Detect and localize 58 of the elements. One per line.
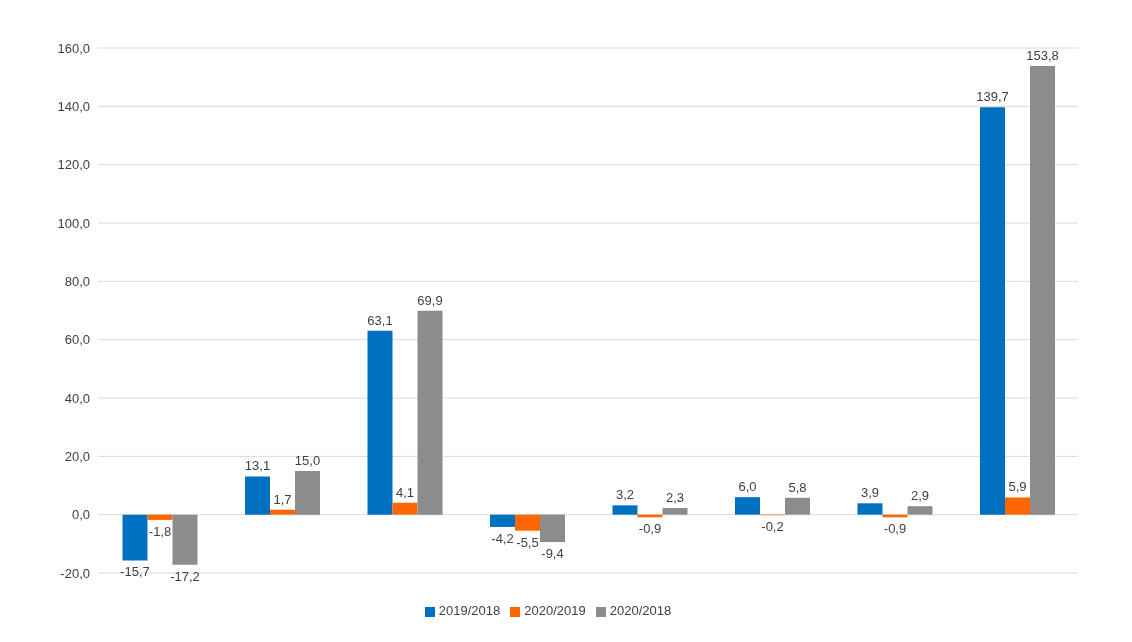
y-tick-label: -20,0 (60, 565, 90, 581)
data-label: 15,0 (294, 452, 321, 468)
bar (1005, 497, 1030, 515)
bar (785, 497, 810, 515)
y-tick-label: 100,0 (57, 215, 90, 231)
bar (245, 476, 270, 515)
bar (270, 509, 295, 515)
data-label: 4,1 (395, 484, 415, 500)
data-label: 63,1 (367, 312, 393, 328)
y-tick-label: 80,0 (64, 273, 90, 289)
y-tick-label: 0,0 (71, 507, 90, 523)
data-label: -0,2 (761, 519, 784, 535)
legend-label: 2020/2019 (524, 603, 586, 618)
data-label: 139,7 (976, 89, 1009, 105)
data-label: -0,9 (883, 521, 907, 537)
bar (907, 506, 933, 515)
data-label: 69,9 (417, 292, 443, 308)
data-label: 13,1 (244, 458, 271, 474)
bar (612, 505, 638, 515)
bar (1030, 66, 1055, 515)
data-label: -9,4 (541, 546, 564, 562)
legend-label: 2019/2018 (438, 603, 501, 618)
bar (662, 507, 688, 515)
data-label: -4,2 (491, 530, 514, 546)
bar (172, 514, 198, 565)
data-label: 2,9 (910, 488, 930, 504)
data-label: -5,5 (516, 534, 539, 550)
bar (122, 514, 148, 561)
y-tick-label: 20,0 (64, 448, 90, 464)
data-label: 1,7 (273, 491, 292, 507)
bar (147, 514, 173, 520)
bar (367, 330, 393, 515)
bar (392, 502, 418, 515)
bar (295, 470, 320, 515)
bar (857, 503, 883, 515)
bar (735, 497, 760, 515)
bar (980, 107, 1005, 515)
y-tick-label: 40,0 (64, 390, 90, 406)
data-label: -1,8 (148, 523, 172, 539)
data-label: 5,8 (788, 479, 807, 495)
legend-label: 2020/2018 (609, 603, 672, 618)
y-tick-label: 160,0 (57, 40, 90, 56)
bar (515, 514, 540, 531)
bar (540, 514, 565, 543)
y-tick-label: 120,0 (57, 157, 90, 173)
data-label: -0,9 (638, 521, 662, 537)
data-label: 6,0 (738, 479, 757, 495)
y-tick-label: 60,0 (64, 332, 90, 348)
data-label: 5,9 (1008, 479, 1027, 495)
data-label: 3,2 (615, 487, 635, 503)
y-tick-label: 140,0 (57, 98, 90, 114)
data-label: 3,9 (860, 485, 880, 501)
data-label: -17,2 (170, 568, 200, 584)
data-label: 2,3 (665, 489, 685, 505)
data-label: -15,7 (120, 564, 150, 580)
bar (417, 310, 443, 515)
data-label: 153,8 (1026, 48, 1059, 64)
bar (490, 514, 515, 527)
